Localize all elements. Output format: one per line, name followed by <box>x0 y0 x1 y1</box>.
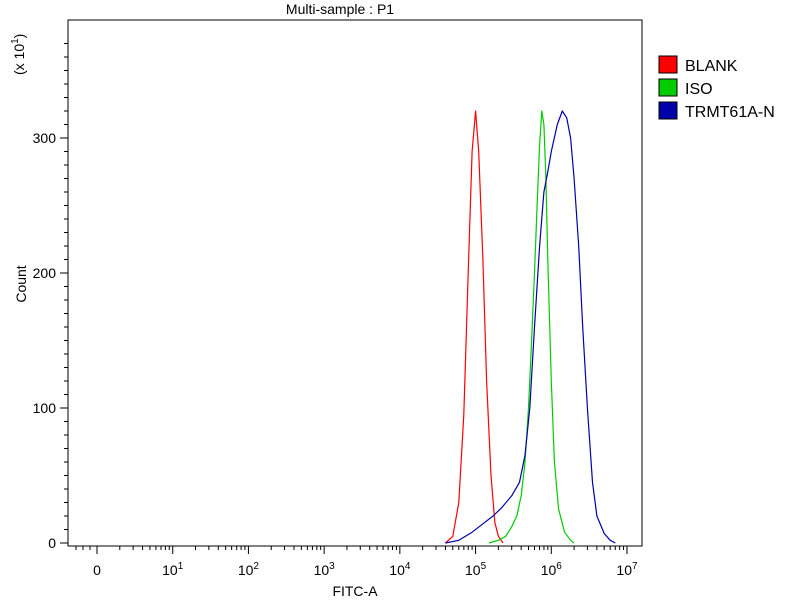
legend-swatch <box>658 101 678 120</box>
plot-frame <box>67 19 643 547</box>
x-tick-label: 104 <box>389 561 411 578</box>
x-tick-label: 102 <box>238 561 260 578</box>
x-tick-label: 0 <box>93 562 101 578</box>
chart-title: Multi-sample : P1 <box>286 1 394 17</box>
x-tick-label: 107 <box>616 561 638 578</box>
y-multiplier-close: ) <box>11 34 27 39</box>
svg-text:(x 101): (x 101) <box>10 34 27 75</box>
y-multiplier-exp: 1 <box>10 38 21 44</box>
x-tick-label: 105 <box>465 561 487 578</box>
y-tick-labels: 0 100 200 300 <box>33 130 57 551</box>
y-axis-label: Count <box>13 265 29 302</box>
legend-label: BLANK <box>685 58 738 75</box>
y-tick-label: 100 <box>33 400 57 416</box>
axis-ticks <box>60 43 628 554</box>
legend-swatch <box>658 78 678 97</box>
series-line-blank <box>444 110 504 544</box>
series-line-trmt61a-n <box>445 110 616 544</box>
y-multiplier-prefix: (x 10 <box>11 44 27 75</box>
legend: BLANK ISO TRMT61A-N <box>658 55 775 121</box>
series-line-iso <box>488 110 575 544</box>
y-tick-label: 0 <box>48 535 56 551</box>
y-multiplier-label: (x 101) <box>10 34 27 75</box>
y-tick-label: 300 <box>33 130 57 146</box>
legend-label: ISO <box>685 81 713 98</box>
legend-swatch <box>658 55 678 74</box>
y-tick-label: 200 <box>33 265 57 281</box>
legend-label: TRMT61A-N <box>685 104 775 121</box>
x-axis-label: FITC-A <box>332 583 378 599</box>
histogram-series <box>444 110 616 544</box>
x-tick-labels: 0 101 102 103 104 105 106 107 <box>93 561 638 578</box>
x-tick-label: 106 <box>541 561 563 578</box>
x-tick-label: 103 <box>314 561 336 578</box>
x-tick-label: 101 <box>162 561 184 578</box>
